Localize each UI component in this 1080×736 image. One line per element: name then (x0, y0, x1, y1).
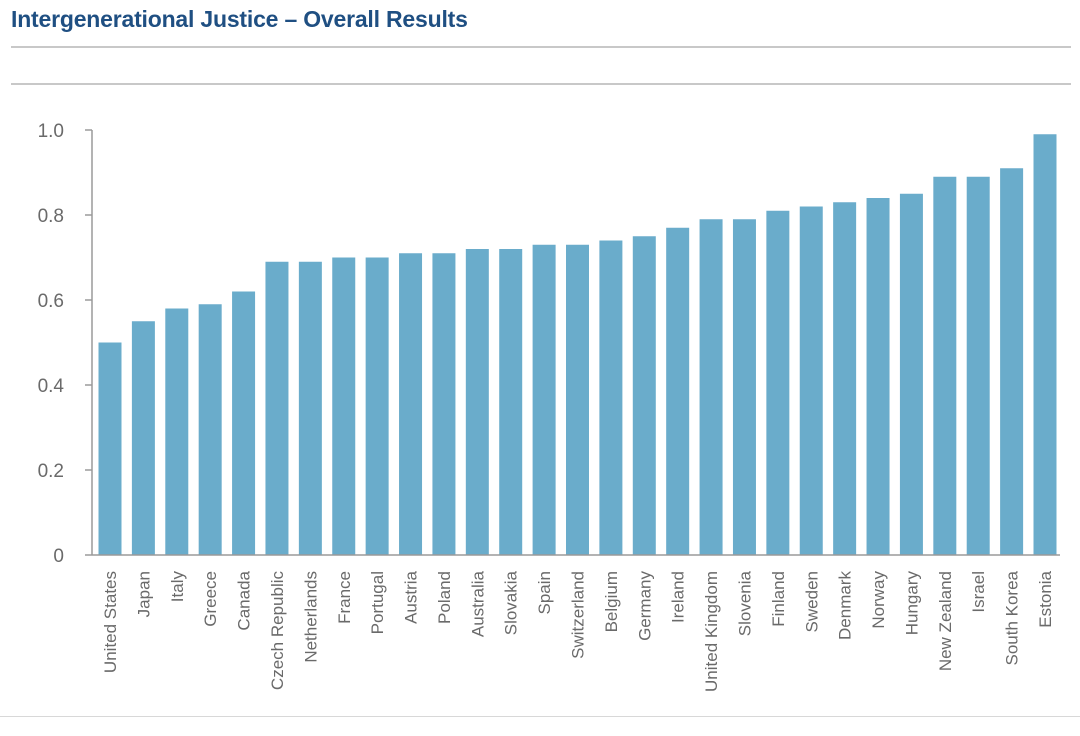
bar (1000, 168, 1024, 555)
x-tick-label: United States (101, 571, 120, 673)
x-tick-label: Italy (168, 571, 187, 603)
bar (532, 244, 556, 555)
bar (298, 261, 322, 555)
x-tick-label: Finland (769, 571, 788, 627)
bar (232, 291, 256, 555)
bar-chart: 0 0.2 0.4 0.6 0.8 1.0 United States Japan Italy… (38, 121, 1060, 692)
bars (98, 134, 1057, 555)
x-axis: United States Japan Italy Greece Canada Czech… (92, 554, 1060, 692)
x-tick-label: Portugal (368, 571, 387, 634)
bar (632, 236, 656, 555)
x-tick-label: Denmark (836, 571, 855, 640)
bar (499, 249, 523, 555)
bar (432, 253, 456, 555)
bar (365, 257, 389, 555)
x-tick-label: France (335, 571, 354, 624)
x-tick-label: Poland (435, 571, 454, 624)
bar (1033, 134, 1057, 555)
x-tick-label: United Kingdom (702, 571, 721, 692)
bar (165, 308, 189, 555)
x-tick-label: Estonia (1036, 570, 1055, 627)
bar (566, 244, 589, 555)
x-tick-label: South Korea (1003, 570, 1022, 665)
y-tick-label: 1.0 (38, 121, 64, 142)
bar (599, 240, 623, 555)
y-tick-label: 0 (53, 546, 64, 567)
bar (966, 176, 990, 555)
x-tick-label: Slovakia (502, 570, 521, 635)
chart-header: Intergenerational Justice – Overall Resu… (11, 2, 1071, 48)
bar (98, 342, 122, 555)
chart-title: Intergenerational Justice – Overall Resu… (11, 6, 468, 32)
bar (131, 321, 155, 555)
x-tick-label: Norway (869, 571, 888, 629)
bar (198, 304, 222, 555)
bar (732, 219, 756, 555)
bar (465, 249, 489, 555)
footer-divider (0, 716, 1080, 717)
bar (766, 210, 790, 555)
x-tick-label: Austria (402, 570, 421, 623)
x-tick-label: Israel (969, 571, 988, 613)
bar (332, 257, 356, 555)
x-tick-label: New Zealand (936, 571, 955, 671)
x-tick-label: Hungary (902, 571, 921, 636)
x-tick-label: Australia (468, 570, 487, 637)
y-tick-label: 0.8 (38, 206, 64, 227)
x-tick-label: Czech Republic (268, 571, 287, 691)
x-tick-label: Netherlands (301, 571, 320, 663)
y-tick-label: 0.6 (38, 291, 64, 312)
y-tick-label: 0.2 (38, 461, 64, 482)
bar (399, 253, 423, 555)
x-tick-label: Germany (635, 571, 654, 641)
bar (833, 202, 857, 555)
bar (799, 206, 823, 555)
header-divider (11, 83, 1071, 85)
x-tick-label: Canada (235, 570, 254, 630)
x-tick-label: Belgium (602, 571, 621, 632)
x-tick-label: Slovenia (735, 570, 754, 636)
x-tick-label: Greece (201, 571, 220, 627)
x-tick-label: Sweden (802, 571, 821, 632)
x-tick-label: Spain (535, 571, 554, 614)
bar (899, 193, 923, 555)
bar (265, 261, 289, 555)
x-tick-label: Japan (134, 571, 153, 617)
bar (866, 198, 890, 555)
y-tick-label: 0.4 (38, 376, 65, 397)
y-axis: 0 0.2 0.4 0.6 0.8 1.0 (38, 121, 93, 567)
x-tick-label: Ireland (669, 571, 688, 623)
bar (666, 227, 690, 555)
bar (699, 219, 723, 555)
bar (933, 176, 957, 555)
x-tick-label: Switzerland (569, 571, 588, 659)
